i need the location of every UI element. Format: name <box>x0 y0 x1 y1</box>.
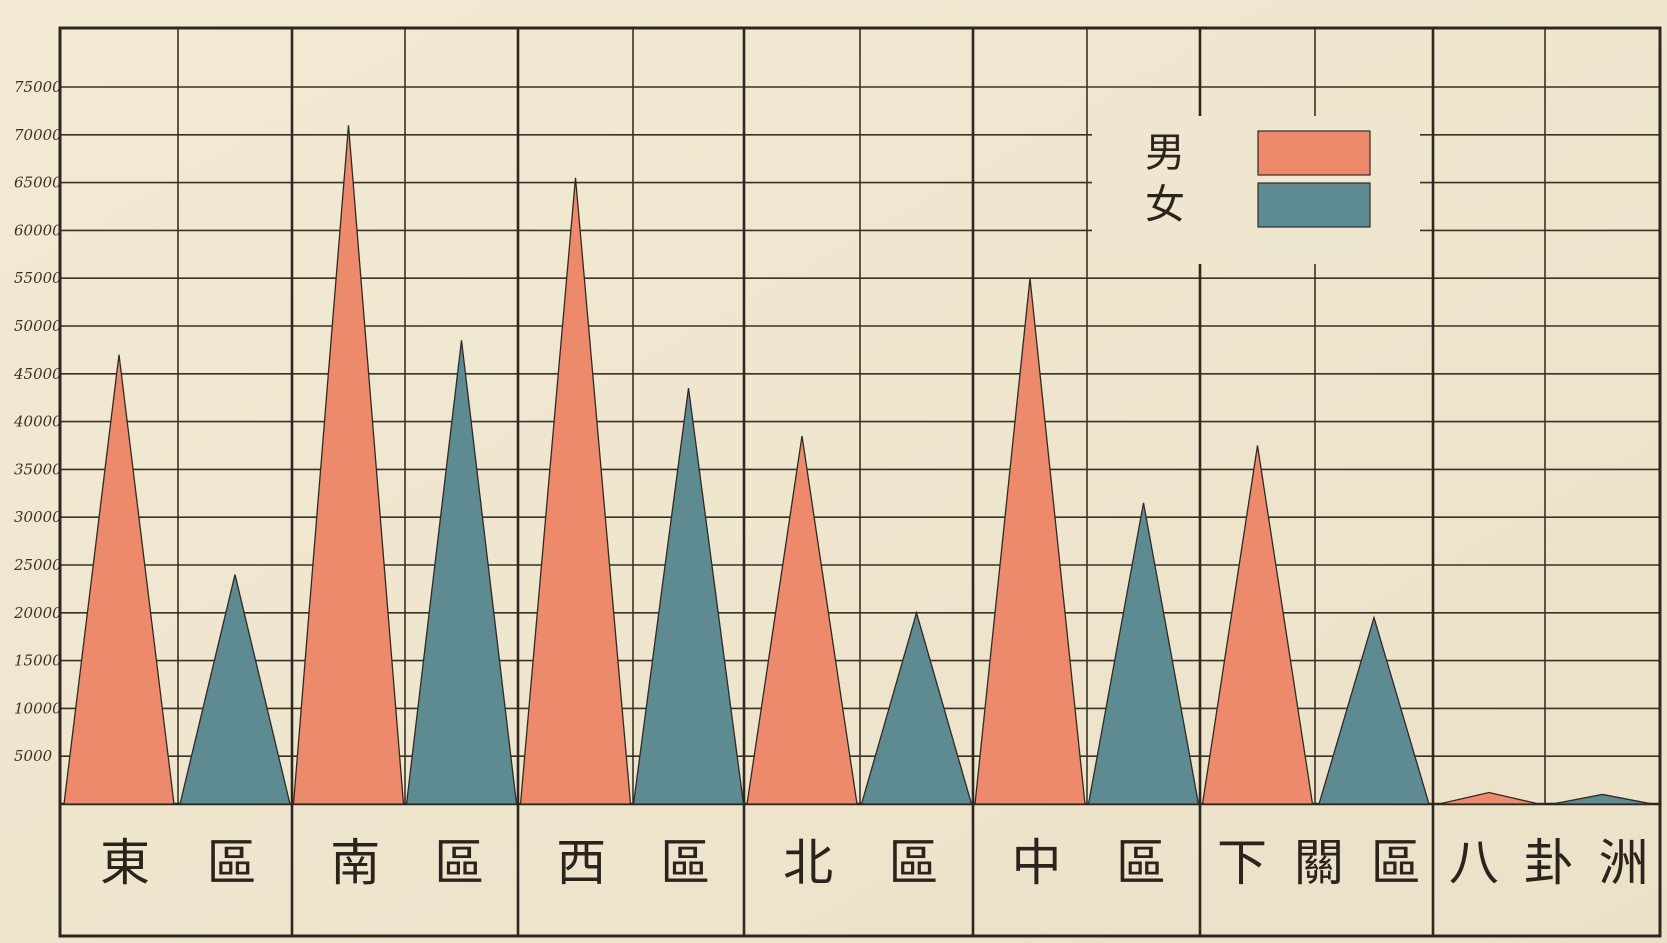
category-label: 區 <box>1371 834 1421 892</box>
legend-label: 男 <box>1145 130 1185 176</box>
y-tick-label: 25000 <box>13 556 62 574</box>
y-tick-label: 75000 <box>14 78 62 96</box>
category-label: 區 <box>434 834 484 892</box>
y-tick-label: 55000 <box>14 269 62 287</box>
category-label: 卦 <box>1524 834 1574 892</box>
triangle-女-2 <box>632 388 745 805</box>
category-label: 下 <box>1217 834 1267 892</box>
y-tick-label: 45000 <box>13 365 62 383</box>
triangle-女-1 <box>405 340 518 805</box>
category-label: 區 <box>1116 834 1166 892</box>
y-tick-label: 5000 <box>14 747 53 765</box>
y-tick-label: 65000 <box>14 174 62 192</box>
triangle-女-3 <box>860 610 973 805</box>
category-label: 東 <box>100 834 150 892</box>
y-tick-label: 50000 <box>14 317 62 335</box>
triangle-女-0 <box>179 574 291 805</box>
chart-frame <box>58 26 1662 938</box>
y-tick-label: 60000 <box>14 221 62 239</box>
triangle-男-5 <box>1201 445 1314 805</box>
y-tick-label: 15000 <box>14 652 62 670</box>
y-tick-label: 70000 <box>14 126 62 144</box>
category-label: 西 <box>556 834 606 892</box>
category-label: 區 <box>888 834 938 892</box>
triangle-男-4 <box>974 278 1086 805</box>
legend-swatch <box>1257 130 1371 176</box>
category-label: 關 <box>1294 834 1344 892</box>
legend-box <box>1092 116 1420 264</box>
chart-marks <box>63 125 1653 805</box>
y-tick-label: 20000 <box>13 604 62 622</box>
category-label: 區 <box>207 834 257 892</box>
triangle-女-6 <box>1552 793 1653 805</box>
category-labels: 東區南區西區北區中區下關區八卦洲 <box>100 834 1649 892</box>
category-label: 南 <box>330 834 380 892</box>
legend-swatch <box>1257 182 1371 228</box>
triangle-男-0 <box>63 354 175 805</box>
triangle-男-6 <box>1438 791 1540 805</box>
legend-label: 女 <box>1145 182 1185 228</box>
y-tick-label: 10000 <box>14 699 62 717</box>
y-axis-ticks: 5000 10000 15000 20000 25000 30000 35000 40000 4… <box>13 78 62 765</box>
y-tick-label: 40000 <box>13 413 62 431</box>
y-tick-label: 35000 <box>14 460 62 478</box>
category-label: 八 <box>1449 834 1499 892</box>
y-tick-label: 30000 <box>14 508 62 526</box>
category-label: 區 <box>660 834 710 892</box>
category-label: 洲 <box>1599 834 1649 892</box>
triangle-男-1 <box>292 125 405 805</box>
legend: 男女 <box>1092 116 1420 264</box>
triangle-男-2 <box>519 177 632 805</box>
category-label: 北 <box>783 834 833 892</box>
triangle-男-3 <box>746 435 858 805</box>
triangle-女-4 <box>1087 502 1200 805</box>
category-label: 中 <box>1012 834 1062 892</box>
triangle-女-5 <box>1318 615 1430 805</box>
